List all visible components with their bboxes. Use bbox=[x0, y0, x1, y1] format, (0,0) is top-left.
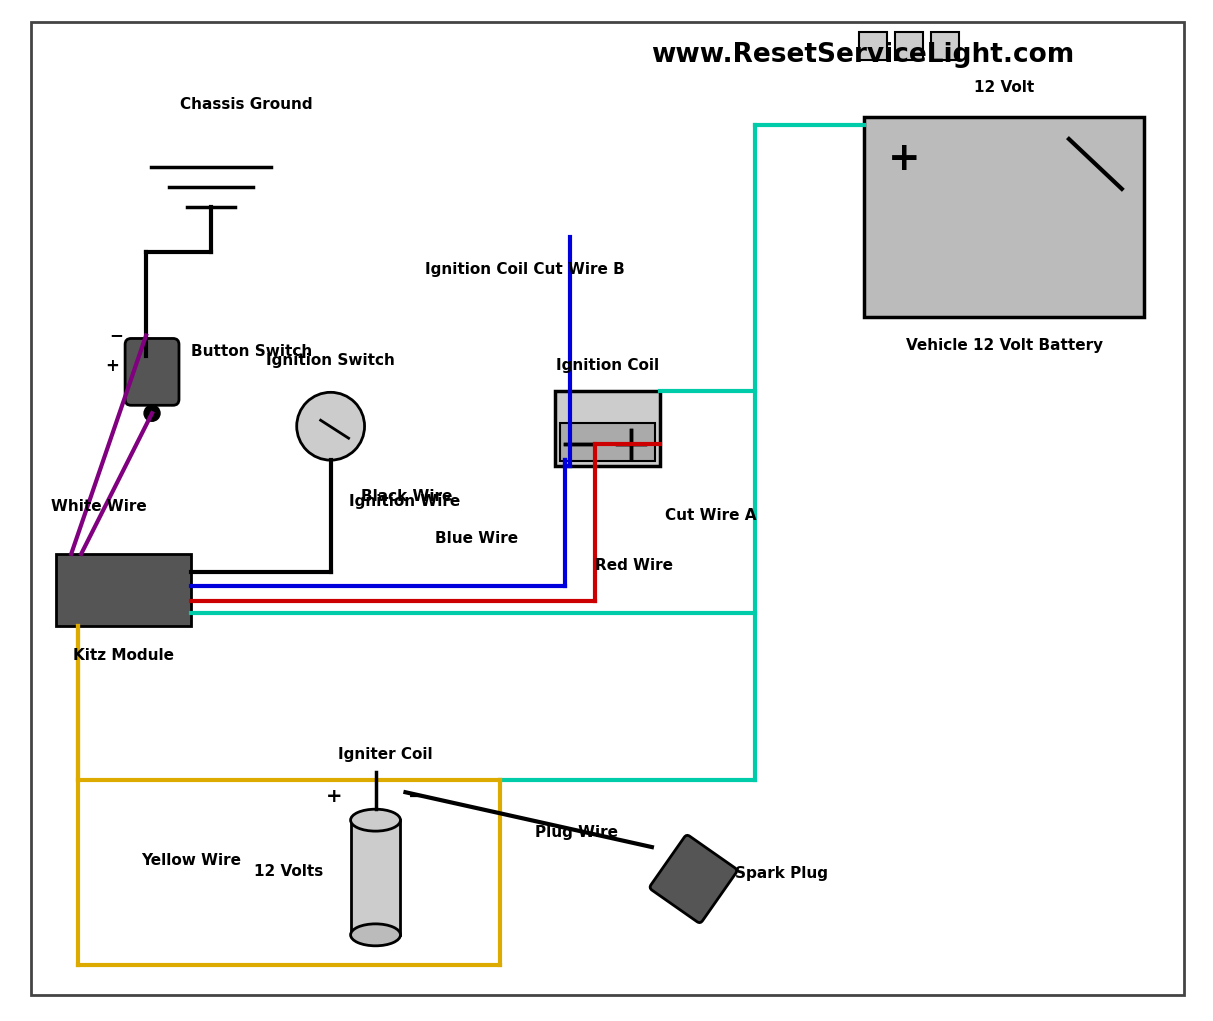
Text: Button Switch: Button Switch bbox=[190, 344, 312, 359]
Text: Vehicle 12 Volt Battery: Vehicle 12 Volt Battery bbox=[906, 339, 1103, 353]
Circle shape bbox=[144, 405, 160, 422]
FancyBboxPatch shape bbox=[650, 835, 736, 923]
Text: Ignition Switch: Ignition Switch bbox=[266, 353, 395, 369]
Text: Red Wire: Red Wire bbox=[596, 558, 673, 574]
Text: −: − bbox=[409, 787, 425, 806]
Text: Chassis Ground: Chassis Ground bbox=[180, 97, 312, 112]
Text: 12 Volts: 12 Volts bbox=[254, 864, 324, 879]
FancyBboxPatch shape bbox=[125, 339, 180, 405]
Text: 12 Volt: 12 Volt bbox=[974, 80, 1035, 95]
Text: Plug Wire: Plug Wire bbox=[535, 825, 619, 839]
Text: +: + bbox=[326, 787, 343, 806]
Bar bbox=[865, 117, 1144, 317]
Bar bbox=[895, 33, 923, 60]
Bar bbox=[351, 820, 400, 935]
Ellipse shape bbox=[351, 810, 400, 831]
Text: Blue Wire: Blue Wire bbox=[435, 531, 518, 546]
Text: +: + bbox=[106, 357, 119, 376]
Text: Ignition Coil Cut Wire B: Ignition Coil Cut Wire B bbox=[426, 261, 625, 277]
Text: Ignition Wire: Ignition Wire bbox=[348, 494, 460, 509]
Text: Spark Plug: Spark Plug bbox=[735, 866, 827, 880]
Bar bbox=[560, 424, 655, 461]
Text: Yellow Wire: Yellow Wire bbox=[141, 853, 241, 868]
Text: White Wire: White Wire bbox=[51, 498, 147, 514]
Text: Kitz Module: Kitz Module bbox=[73, 647, 175, 663]
Text: −: − bbox=[109, 327, 123, 344]
Text: Ignition Coil: Ignition Coil bbox=[556, 358, 659, 374]
Bar bbox=[932, 33, 959, 60]
Text: Igniter Coil: Igniter Coil bbox=[338, 747, 433, 763]
Bar bbox=[860, 33, 888, 60]
Ellipse shape bbox=[351, 924, 400, 945]
Text: www.ResetServiceLight.com: www.ResetServiceLight.com bbox=[650, 42, 1074, 68]
Text: +: + bbox=[888, 140, 921, 178]
Bar bbox=[56, 553, 190, 626]
Circle shape bbox=[297, 392, 365, 460]
Text: Cut Wire A: Cut Wire A bbox=[665, 508, 757, 524]
Text: Black Wire: Black Wire bbox=[360, 488, 452, 503]
Bar bbox=[556, 391, 660, 467]
